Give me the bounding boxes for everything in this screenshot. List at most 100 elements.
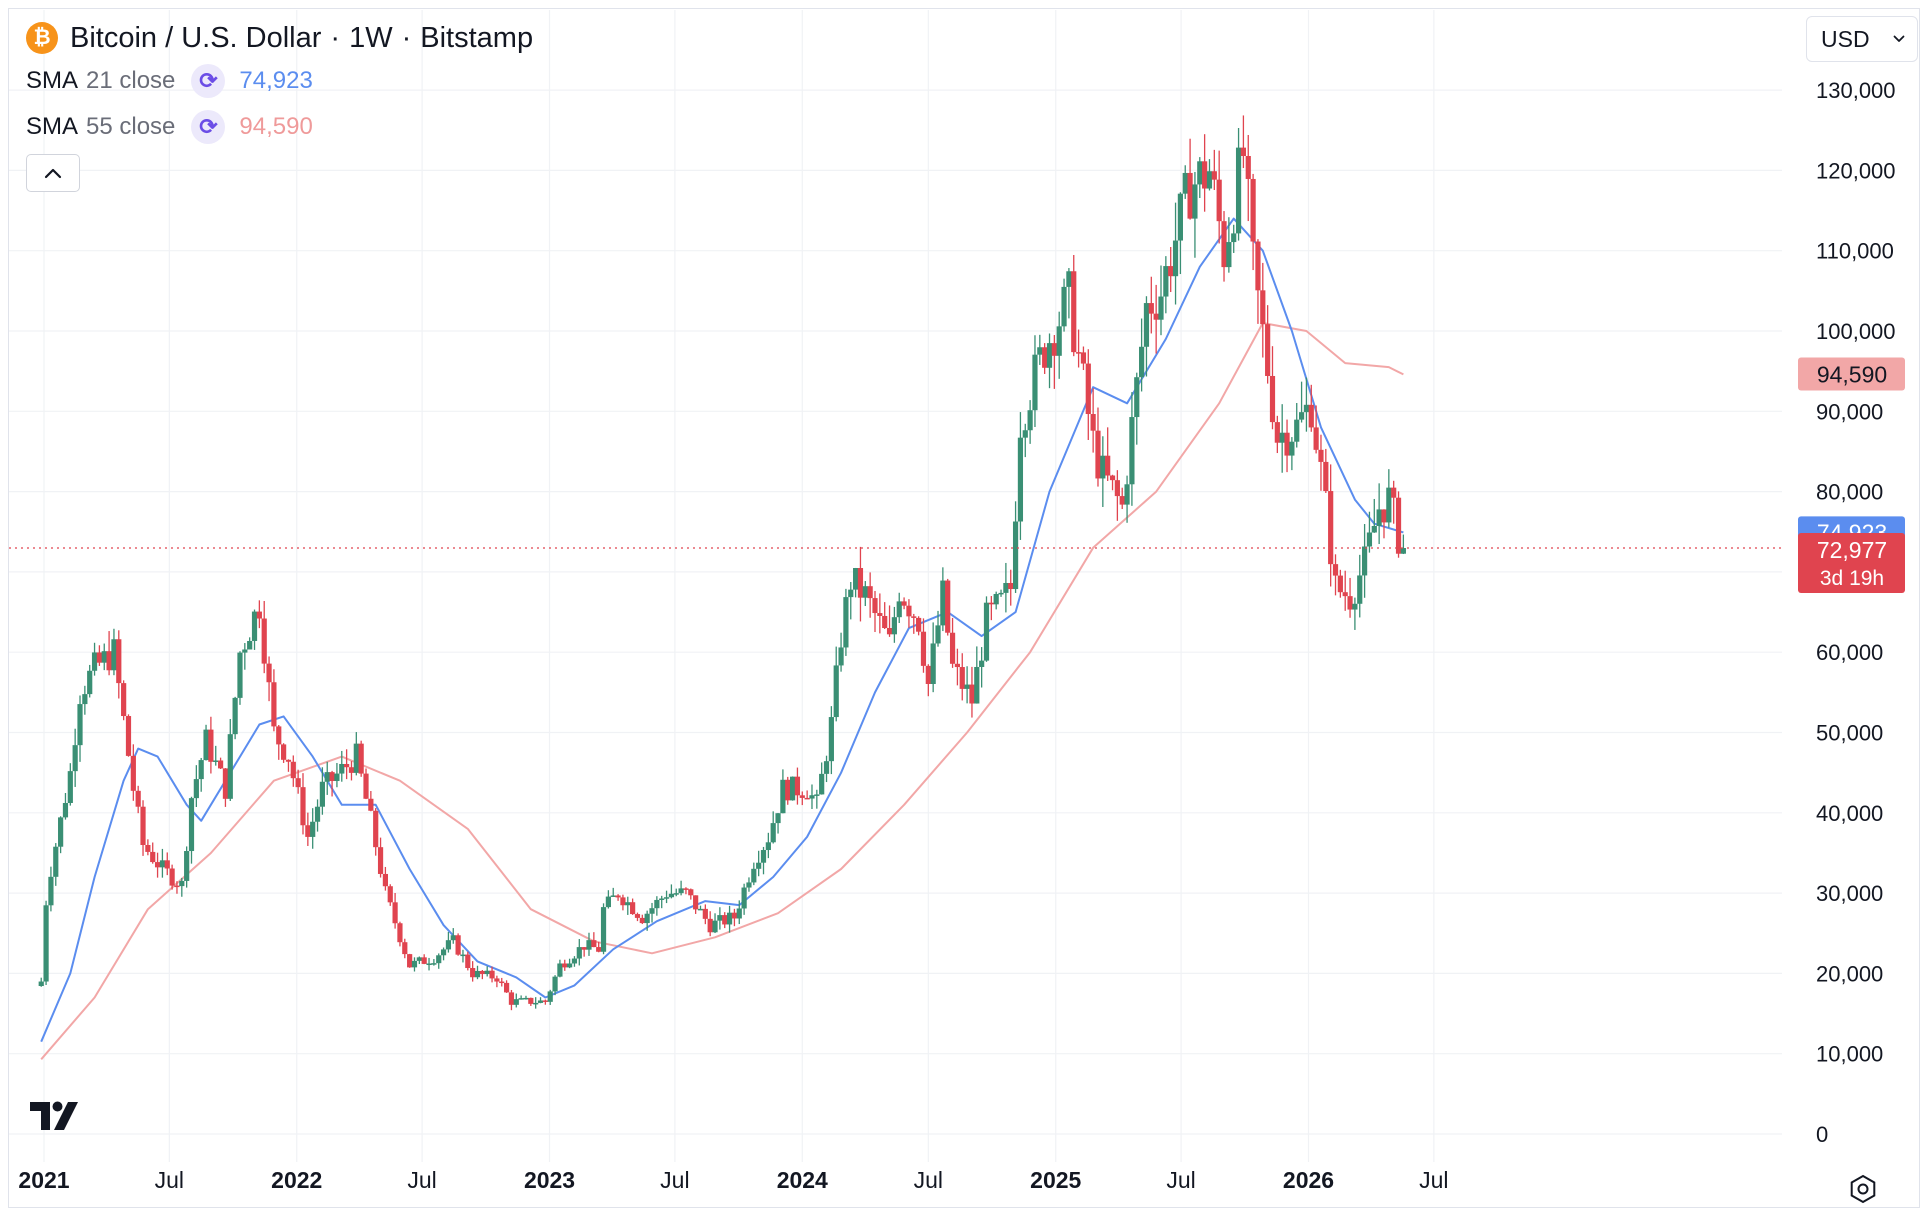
candle-body xyxy=(411,960,418,968)
candle-body xyxy=(906,605,912,617)
candle-body xyxy=(586,940,592,950)
symbol-title[interactable]: ₿ Bitcoin / U.S. Dollar · 1W · Bitstamp xyxy=(26,18,533,58)
candle-body xyxy=(96,652,102,663)
sma55-price-badge xyxy=(1798,357,1905,391)
indicator-name: SMA xyxy=(26,113,79,140)
candle-body xyxy=(988,602,994,605)
candle-body xyxy=(1395,497,1402,554)
candle-body xyxy=(479,970,485,975)
candle-body xyxy=(339,763,345,774)
candle-body xyxy=(368,798,374,811)
candle-body xyxy=(402,942,408,955)
candle-body xyxy=(1158,296,1164,320)
x-tick-label: Jul xyxy=(155,1167,184,1193)
candle-body xyxy=(135,790,141,807)
x-tick-label: Jul xyxy=(407,1167,436,1193)
candle-body xyxy=(557,963,563,977)
candle-body xyxy=(106,651,112,671)
candle-body xyxy=(72,745,78,772)
y-tick-label: 10,000 xyxy=(1816,1042,1883,1067)
candle-body xyxy=(591,940,597,948)
candle-body xyxy=(232,697,238,735)
collapse-legend-button[interactable] xyxy=(26,154,80,192)
candle-body xyxy=(513,999,519,1005)
candle-body xyxy=(974,666,980,704)
x-tick-label: 2026 xyxy=(1283,1167,1334,1193)
candle-body xyxy=(319,781,325,807)
candle-body xyxy=(489,970,495,979)
candle-body xyxy=(571,958,578,964)
candle-body xyxy=(431,963,437,965)
x-tick-label: 2022 xyxy=(271,1167,322,1193)
candle-body xyxy=(1323,461,1329,492)
candle-body xyxy=(87,670,93,695)
candle-body xyxy=(702,908,708,919)
candle-body xyxy=(203,729,209,761)
candle-body xyxy=(1289,441,1295,456)
candle-body xyxy=(150,851,156,863)
bitcoin-icon: ₿ xyxy=(26,22,58,54)
candle-body xyxy=(179,880,185,887)
candle-body xyxy=(305,825,311,837)
candle-body xyxy=(668,893,675,898)
candle-body xyxy=(1274,422,1280,443)
tradingview-logo-icon[interactable] xyxy=(30,1100,90,1134)
candle-body xyxy=(1313,427,1319,450)
refresh-icon[interactable]: ⟳ xyxy=(191,110,226,144)
candle-body xyxy=(116,639,122,684)
y-tick-label: 40,000 xyxy=(1816,801,1883,826)
candle-body xyxy=(455,935,461,955)
candle-body xyxy=(314,806,321,822)
chevron-up-icon xyxy=(44,168,62,179)
candle-body xyxy=(1008,582,1014,590)
gear-icon[interactable] xyxy=(1848,1174,1878,1204)
indicator-sma55[interactable]: SMA 55 close ⟳ 94,590 xyxy=(26,104,533,150)
candle-body xyxy=(154,862,161,868)
candle-body xyxy=(1381,509,1387,523)
currency-select[interactable]: USD xyxy=(1806,16,1918,62)
candle-body xyxy=(935,625,941,644)
y-tick-label: 30,000 xyxy=(1816,881,1883,906)
candle-body xyxy=(625,902,631,906)
candle-body xyxy=(1303,404,1310,413)
candle-body xyxy=(276,726,282,745)
candle-body xyxy=(1022,430,1028,438)
candle-body xyxy=(756,862,762,869)
candle-body xyxy=(799,795,805,798)
candle-body xyxy=(1260,290,1266,325)
candle-body xyxy=(872,598,878,614)
indicator-sma21[interactable]: SMA 21 close ⟳ 74,923 xyxy=(26,58,533,104)
candle-body xyxy=(251,611,258,641)
x-tick-label: Jul xyxy=(660,1167,689,1193)
candle-body xyxy=(1027,410,1033,431)
candle-body xyxy=(940,580,946,626)
candle-body xyxy=(911,616,917,618)
sma55-line xyxy=(40,322,1404,1060)
candle-body xyxy=(1090,414,1096,431)
candle-body xyxy=(853,567,859,590)
candle-body xyxy=(426,963,432,966)
candle-body xyxy=(1255,241,1261,291)
candle-body xyxy=(1066,271,1072,287)
y-tick-label: 120,000 xyxy=(1816,158,1896,183)
y-tick-label: 130,000 xyxy=(1816,78,1896,103)
candle-body xyxy=(634,914,641,918)
x-tick-label: Jul xyxy=(914,1167,943,1193)
candle-body xyxy=(1298,412,1305,420)
candle-body xyxy=(819,773,825,795)
candle-body xyxy=(1308,404,1314,428)
y-tick-label: 50,000 xyxy=(1816,721,1883,746)
x-tick-label: 2023 xyxy=(524,1167,575,1193)
refresh-icon[interactable]: ⟳ xyxy=(191,64,226,98)
candle-body xyxy=(1051,343,1057,356)
candle-body xyxy=(1080,352,1087,364)
candle-body xyxy=(281,744,287,760)
candle-body xyxy=(760,850,767,863)
candle-body xyxy=(43,905,49,982)
candle-body xyxy=(1017,437,1024,522)
candle-body xyxy=(644,913,650,924)
candle-body xyxy=(499,981,505,984)
candle-body xyxy=(407,954,413,968)
candle-body xyxy=(1061,286,1067,327)
